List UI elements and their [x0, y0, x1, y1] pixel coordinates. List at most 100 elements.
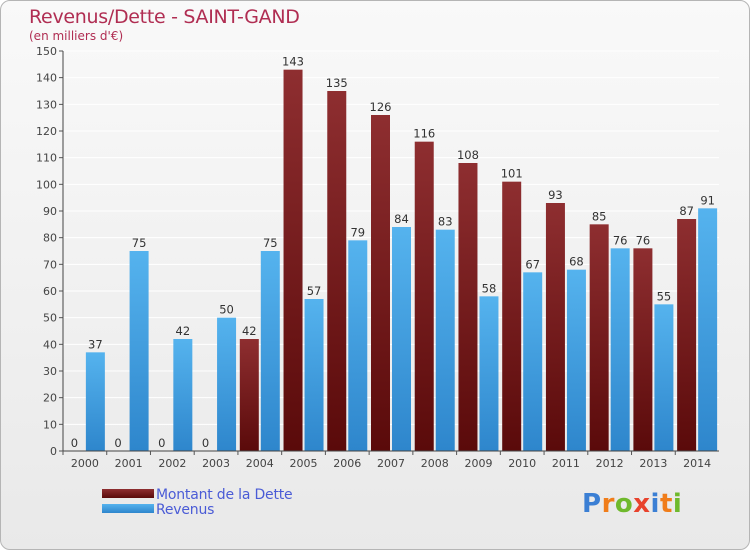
y-tick-label: 150	[36, 45, 57, 58]
logo-letter: t	[659, 489, 673, 519]
data-label-revenue: 58	[482, 281, 497, 295]
x-tick-label: 2001	[115, 457, 143, 470]
bar-revenue	[566, 269, 586, 451]
y-tick-label: 70	[43, 258, 57, 271]
x-tick-label: 2013	[639, 457, 667, 470]
logo-letter: o	[614, 489, 634, 519]
data-label-revenue: 42	[176, 324, 191, 338]
bar-debt	[283, 69, 303, 452]
x-tick-label: 2003	[202, 457, 230, 470]
y-tick-label: 130	[36, 98, 57, 111]
legend-label-debt: Montant de la Dette	[156, 487, 293, 503]
x-tick-label: 2002	[158, 457, 186, 470]
data-label-debt: 87	[679, 204, 694, 218]
bar-debt	[239, 339, 259, 451]
data-label-revenue: 68	[569, 255, 584, 269]
x-tick-label: 2011	[552, 457, 580, 470]
data-label-revenue: 55	[657, 289, 672, 303]
bar-revenue	[217, 317, 237, 451]
chart-title: Revenus/Dette - SAINT-GAND	[29, 6, 300, 28]
y-tick-label: 10	[43, 418, 57, 431]
bar-revenue	[85, 352, 105, 451]
data-label-debt: 0	[202, 436, 209, 450]
bar-debt	[633, 248, 653, 451]
data-label-revenue: 84	[394, 212, 409, 226]
data-label-debt: 0	[114, 436, 121, 450]
bar-debt	[589, 224, 609, 451]
data-label-revenue: 75	[132, 236, 147, 250]
bar-debt	[414, 141, 434, 451]
data-label-revenue: 67	[525, 257, 540, 271]
x-tick-label: 2008	[421, 457, 449, 470]
x-tick-label: 2004	[246, 457, 274, 470]
data-label-revenue: 57	[307, 284, 322, 298]
y-tick-label: 40	[43, 338, 57, 351]
data-label-debt: 85	[592, 209, 607, 223]
data-label-revenue: 91	[700, 193, 715, 207]
y-tick-label: 0	[50, 445, 57, 458]
bar-revenue	[610, 248, 630, 451]
bar-revenue	[698, 208, 718, 451]
logo-letter: x	[633, 489, 651, 519]
x-tick-label: 2007	[377, 457, 405, 470]
bar-debt	[458, 163, 478, 451]
data-label-debt: 0	[71, 436, 78, 450]
data-label-debt: 0	[158, 436, 165, 450]
x-tick-label: 2000	[71, 457, 99, 470]
data-label-revenue: 50	[219, 303, 234, 317]
bar-debt	[545, 203, 565, 451]
data-label-revenue: 37	[88, 337, 103, 351]
legend-swatch-revenue	[102, 504, 154, 513]
data-label-revenue: 83	[438, 215, 453, 229]
chart-subtitle: (en milliers d'€)	[29, 29, 124, 43]
data-label-revenue: 75	[263, 236, 278, 250]
data-label-debt: 135	[326, 76, 348, 90]
legend-swatch-debt	[102, 489, 154, 498]
data-label-revenue: 76	[613, 233, 628, 247]
bar-revenue	[348, 240, 368, 451]
bar-revenue	[173, 339, 193, 451]
x-tick-label: 2009	[464, 457, 492, 470]
proxiti-logo: Proxiti	[582, 489, 682, 519]
y-tick-label: 120	[36, 125, 57, 138]
data-label-revenue: 79	[350, 225, 365, 239]
logo-letter: i	[650, 489, 660, 519]
x-tick-label: 2010	[508, 457, 536, 470]
x-tick-label: 2014	[683, 457, 711, 470]
x-tick-label: 2012	[596, 457, 624, 470]
y-tick-label: 110	[36, 152, 57, 165]
data-label-debt: 76	[636, 233, 651, 247]
legend-label-revenue: Revenus	[156, 502, 215, 518]
bar-revenue	[654, 304, 674, 451]
data-label-debt: 42	[242, 324, 257, 338]
data-label-debt: 93	[548, 188, 563, 202]
data-label-debt: 108	[457, 148, 479, 162]
y-tick-label: 90	[43, 205, 57, 218]
bar-debt	[327, 91, 347, 451]
data-label-debt: 126	[370, 100, 392, 114]
y-tick-label: 140	[36, 72, 57, 85]
bar-revenue	[129, 251, 149, 451]
y-tick-label: 30	[43, 365, 57, 378]
bar-revenue	[479, 296, 499, 451]
y-tick-label: 100	[36, 178, 57, 191]
y-tick-label: 50	[43, 312, 57, 325]
bar-revenue	[435, 229, 455, 451]
bar-revenue	[260, 251, 280, 451]
data-label-debt: 101	[501, 167, 523, 181]
bar-debt	[677, 219, 697, 451]
bar-revenue	[392, 227, 411, 451]
bar-debt	[502, 181, 522, 451]
y-tick-label: 60	[43, 285, 57, 298]
logo-letter: r	[601, 489, 615, 519]
y-tick-label: 80	[43, 232, 57, 245]
bar-revenue	[304, 299, 324, 451]
data-label-debt: 116	[413, 127, 435, 141]
logo-letter: i	[672, 489, 683, 519]
y-tick-label: 20	[43, 392, 57, 405]
x-tick-label: 2006	[333, 457, 361, 470]
logo-letter: P	[582, 489, 602, 519]
data-label-debt: 143	[282, 55, 304, 69]
